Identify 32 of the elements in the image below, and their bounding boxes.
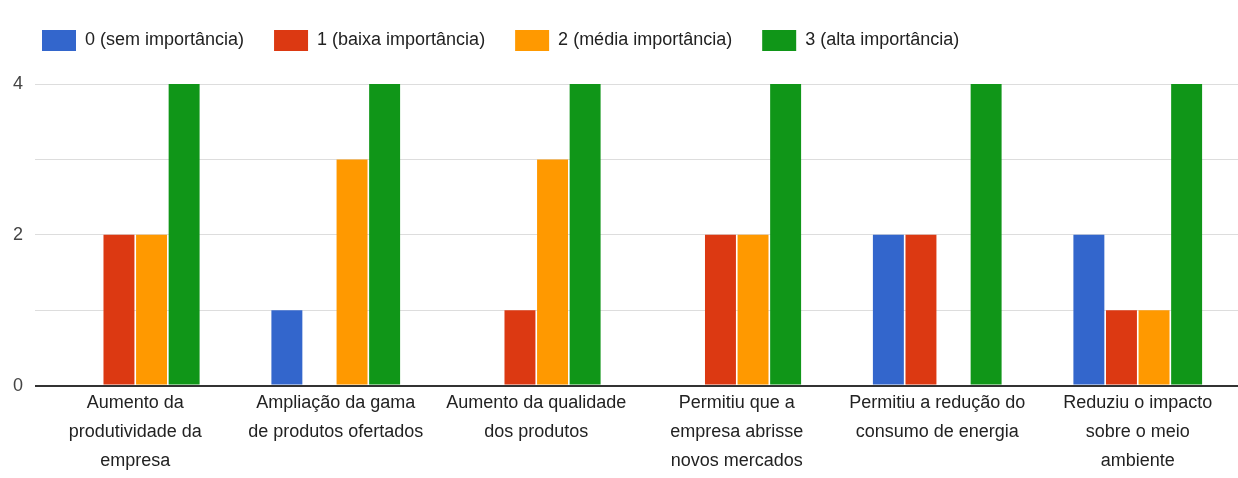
y-tick-label: 0 <box>12 374 23 395</box>
bar <box>569 84 601 385</box>
x-tick-label: Ampliação da gama de produtos ofertados <box>248 391 424 441</box>
bar <box>905 234 937 385</box>
bar <box>1138 310 1170 385</box>
bar <box>1105 310 1137 385</box>
legend-label: 3 (alta importância) <box>805 29 960 50</box>
x-tick-label: Aumento da produtividade da empresa <box>68 391 203 470</box>
bar <box>103 234 135 385</box>
bar <box>737 234 769 385</box>
bar <box>271 310 303 385</box>
bar <box>770 84 802 385</box>
legend-label: 2 (média importância) <box>558 29 733 50</box>
bar <box>970 84 1002 385</box>
bar <box>168 84 200 385</box>
bar <box>136 234 168 385</box>
legend-label: 0 (sem importância) <box>85 29 245 50</box>
x-tick-label: Aumento da qualidade dos produtos <box>446 391 627 441</box>
bar <box>1073 234 1105 385</box>
y-tick-label: 4 <box>12 72 23 93</box>
bar <box>704 234 736 385</box>
bar <box>369 84 401 385</box>
y-tick-label: 2 <box>12 223 23 244</box>
bar <box>336 159 368 385</box>
bar <box>537 159 569 385</box>
bar <box>504 310 536 385</box>
bar <box>1171 84 1203 385</box>
x-tick-label: Permitiu que a empresa abrisse novos mercados <box>670 391 804 470</box>
legend-label: 1 (baixa importância) <box>317 29 486 50</box>
x-tick-label: Reduziu o impacto sobre o meio ambiente <box>1063 391 1213 470</box>
x-tick-label: Permitiu a redução do consumo de energia <box>849 391 1026 441</box>
bar <box>872 234 904 385</box>
